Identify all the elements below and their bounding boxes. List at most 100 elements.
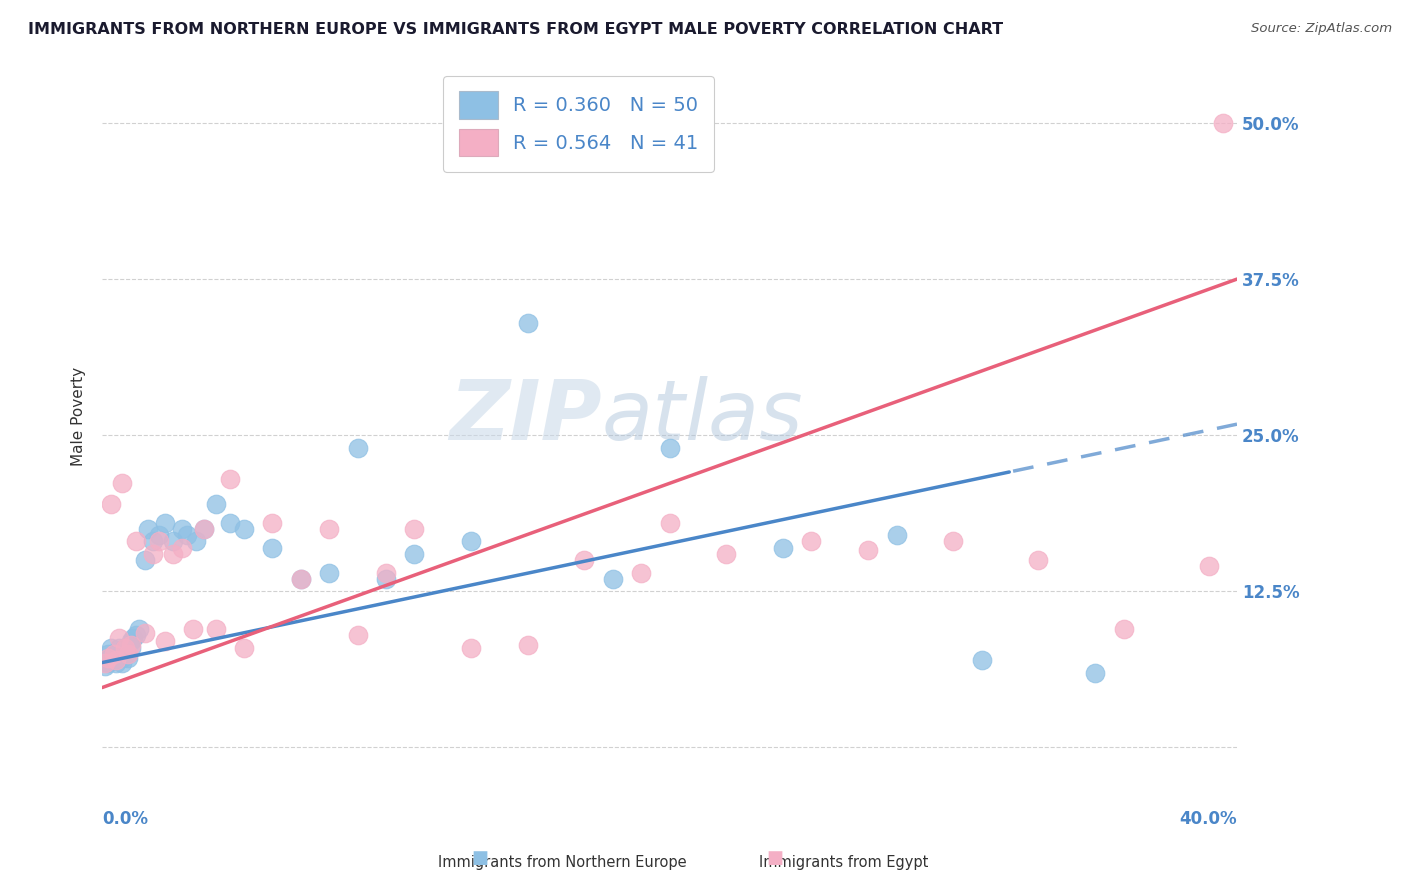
Point [193,522,215,536]
Point [117,647,139,661]
Legend: R = 0.360   N = 50, R = 0.564   N = 41: R = 0.360 N = 50, R = 0.564 N = 41 [443,76,714,171]
Point [105,650,128,665]
Point [134,553,156,567]
Point [602,572,624,586]
Point [262,541,284,555]
Point [942,534,965,549]
Point [856,543,879,558]
Point [108,647,131,661]
Text: Source: ZipAtlas.com: Source: ZipAtlas.com [1251,22,1392,36]
Point [404,522,426,536]
Point [404,547,426,561]
Point [111,656,134,670]
Point [108,640,131,655]
Text: ZIP: ZIP [449,376,602,457]
Point [460,640,482,655]
Point [181,622,204,636]
Point [170,541,193,555]
Point [630,566,652,580]
Point [346,628,368,642]
Point [374,566,396,580]
Point [346,441,368,455]
Point [800,534,823,549]
Point [117,650,139,665]
Point [1028,553,1050,567]
Point [148,528,170,542]
Point [114,647,136,661]
Point [103,647,125,661]
Point [105,653,128,667]
Point [290,572,312,586]
Point [142,534,165,549]
Text: ■: ■ [471,849,488,867]
Point [122,631,145,645]
Point [1084,665,1107,680]
Point [100,497,122,511]
Text: ■: ■ [766,849,783,867]
Point [772,541,794,555]
Point [162,534,184,549]
Point [111,650,134,665]
Y-axis label: Male Poverty: Male Poverty [72,367,86,466]
Point [262,516,284,530]
Point [1112,622,1135,636]
Point [318,566,340,580]
Point [716,547,738,561]
Point [100,650,122,665]
Point [125,534,148,549]
Point [148,534,170,549]
Point [218,516,240,530]
Text: atlas: atlas [602,376,803,457]
Point [233,640,256,655]
Point [94,656,117,670]
Point [103,653,125,667]
Point [176,528,198,542]
Point [460,534,482,549]
Text: 0.0%: 0.0% [103,810,148,828]
Text: IMMIGRANTS FROM NORTHERN EUROPE VS IMMIGRANTS FROM EGYPT MALE POVERTY CORRELATIO: IMMIGRANTS FROM NORTHERN EUROPE VS IMMIG… [28,22,1004,37]
Point [970,653,993,667]
Point [318,522,340,536]
Point [658,516,681,530]
Text: 40.0%: 40.0% [1180,810,1237,828]
Point [111,475,134,490]
Point [153,634,176,648]
Point [374,572,396,586]
Point [516,316,538,330]
Point [136,522,159,536]
Point [120,634,142,648]
Point [120,638,142,652]
Text: Immigrants from Egypt: Immigrants from Egypt [759,855,928,870]
Point [290,572,312,586]
Point [162,547,184,561]
Point [204,497,226,511]
Point [108,631,131,645]
Point [94,653,117,667]
Point [97,656,120,670]
Point [117,647,139,661]
Point [193,522,215,536]
Text: Immigrants from Northern Europe: Immigrants from Northern Europe [439,855,686,870]
Point [94,659,117,673]
Point [134,625,156,640]
Point [886,528,908,542]
Point [233,522,256,536]
Point [1198,559,1220,574]
Point [114,640,136,655]
Point [97,650,120,665]
Point [103,647,125,661]
Point [1212,116,1234,130]
Point [658,441,681,455]
Point [170,522,193,536]
Point [218,472,240,486]
Point [100,640,122,655]
Point [105,656,128,670]
Point [153,516,176,530]
Point [97,647,120,661]
Point [120,640,142,655]
Point [184,534,207,549]
Point [204,622,226,636]
Point [142,547,165,561]
Point [128,622,150,636]
Point [114,640,136,655]
